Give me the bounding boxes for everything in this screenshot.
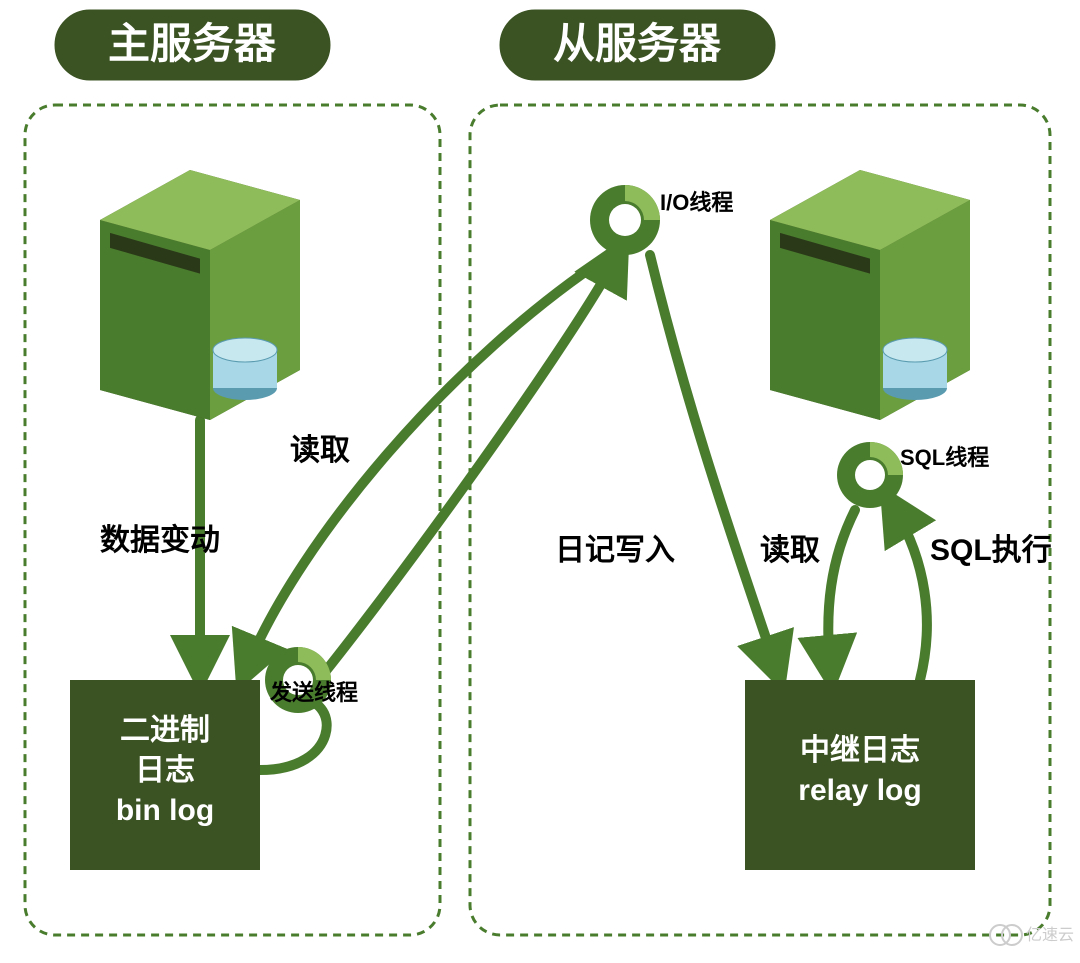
binlog-line2: 日志 [135, 754, 195, 787]
relaylog-line1: 中继日志 [800, 734, 920, 767]
label-sql-exec: SQL执行 [930, 534, 1052, 567]
master-server-icon [100, 170, 300, 420]
sql-thread-label: SQL线程 [900, 445, 989, 470]
io-thread-label: I/O线程 [660, 190, 733, 215]
relaylog-line2: relay log [798, 774, 921, 807]
master-title-text: 主服务器 [108, 20, 277, 67]
sql-thread-ring: SQL线程 [837, 442, 989, 508]
arrow-sql-read [828, 510, 855, 665]
binlog-line3: bin log [116, 794, 214, 827]
send-thread-label: 发送线程 [269, 680, 358, 705]
io-thread-ring: I/O线程 [590, 185, 733, 255]
binlog-line1: 二进制 [120, 714, 210, 747]
slave-server-icon [770, 170, 970, 420]
label-read-binlog: 读取 [290, 434, 350, 467]
label-data-change: 数据变动 [100, 523, 220, 557]
slave-title-text: 从服务器 [553, 20, 722, 67]
arrow-journal-write [650, 255, 775, 665]
arrow-sql-exec [895, 510, 927, 680]
label-sql-read: 读取 [760, 534, 820, 567]
watermark: 亿速云 [990, 925, 1074, 945]
label-journal-write: 日记写入 [555, 534, 675, 567]
send-thread-ring: 发送线程 [265, 647, 358, 713]
svg-text:亿速云: 亿速云 [1026, 926, 1074, 944]
